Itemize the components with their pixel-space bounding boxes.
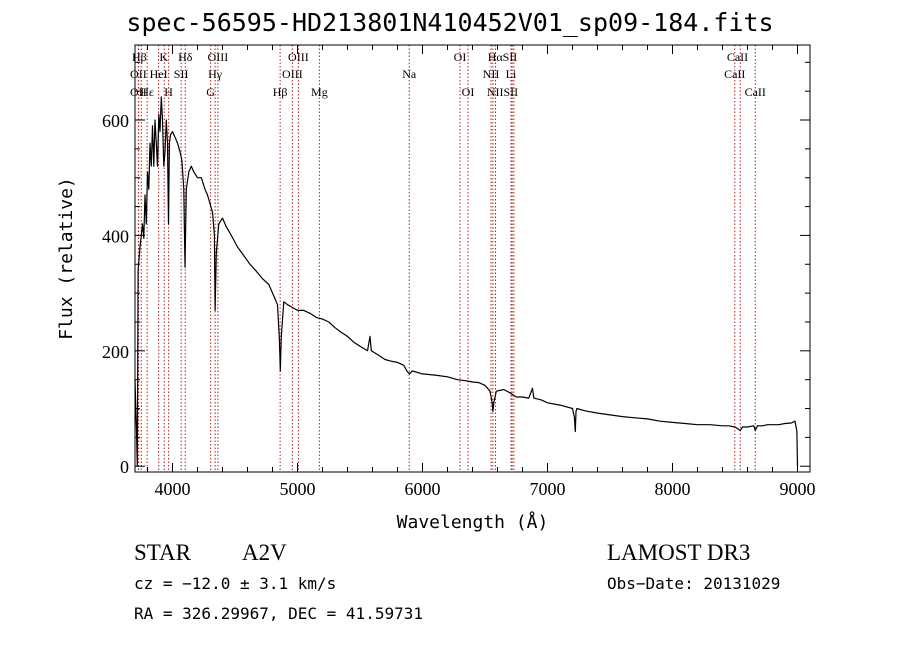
y-tick-label-600: 600 <box>102 111 129 131</box>
line-label-17: OII <box>130 85 147 99</box>
redshift-velocity: cz = −12.0 ± 3.1 km/s <box>134 574 337 593</box>
coordinates: RA = 326.29967, DEC = 41.59731 <box>134 604 423 623</box>
line-label-9: HeI <box>150 67 168 81</box>
line-label-22: Mg <box>311 85 328 99</box>
line-label-20: G <box>206 85 215 99</box>
line-label-5: OI <box>454 50 467 64</box>
y-tick-label-400: 400 <box>102 226 129 246</box>
line-label-21: Hβ <box>273 85 288 99</box>
line-label-1: K <box>159 50 168 64</box>
line-label-19: H <box>164 85 173 99</box>
line-label-14: NII <box>483 67 500 81</box>
object-class: STAR <box>134 540 191 565</box>
x-tick-label-5000: 5000 <box>280 479 316 499</box>
x-tick-label-9000: 9000 <box>780 479 816 499</box>
line-label-8: OII <box>130 67 147 81</box>
line-label-11: Hγ <box>208 67 223 81</box>
plot-frame <box>134 44 811 473</box>
line-label-18: Hε <box>140 85 154 99</box>
line-label-3: OIII <box>208 50 229 64</box>
x-tick-label-6000: 6000 <box>405 479 441 499</box>
line-label-13: Na <box>402 67 417 81</box>
line-label-10: SII <box>174 67 189 81</box>
x-axis-label: Wavelength (Å) <box>397 511 549 533</box>
x-tick-label-4000: 4000 <box>155 479 191 499</box>
line-label-16: CaII <box>724 67 745 81</box>
line-label-4: OIII <box>288 50 309 64</box>
chart-title: spec-56595-HD213801N410452V01_sp09-184.f… <box>126 8 774 37</box>
y-tick-label-200: 200 <box>102 342 129 362</box>
observation-date: Obs−Date: 20131029 <box>607 574 781 593</box>
line-label-24: NIISII <box>487 85 518 99</box>
y-axis-label: Flux (relative) <box>56 177 77 340</box>
y-tick-label-0: 0 <box>120 457 129 477</box>
x-tick-label-8000: 8000 <box>655 479 691 499</box>
line-label-6: HαSII <box>488 50 518 64</box>
survey-name: LAMOST DR3 <box>607 540 751 565</box>
spectrum-line <box>134 96 799 467</box>
line-label-15: Li <box>506 67 517 81</box>
line-label-0: Hβ <box>132 50 147 64</box>
x-tick-label-7000: 7000 <box>530 479 566 499</box>
object-subclass: A2V <box>242 540 287 565</box>
line-label-23: OI <box>462 85 475 99</box>
line-label-2: Hδ <box>178 50 193 64</box>
line-label-25: CaII <box>745 85 766 99</box>
line-label-7: CaII <box>727 50 748 64</box>
line-label-12: OIII <box>282 67 303 81</box>
